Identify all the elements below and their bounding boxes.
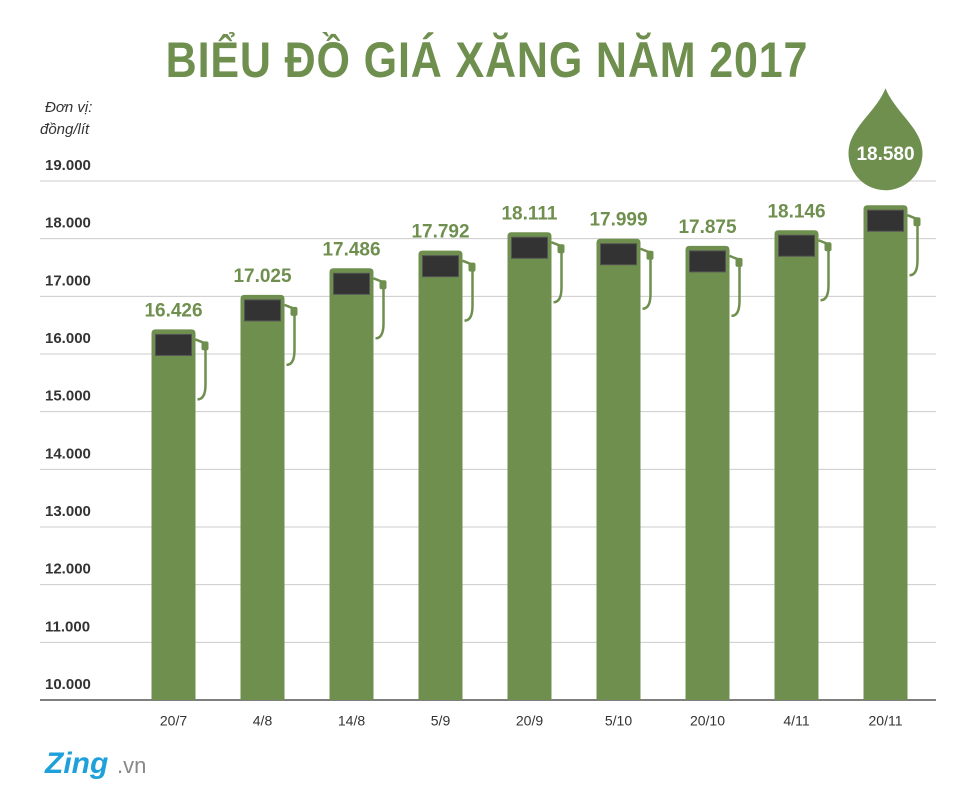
bar — [596, 238, 641, 700]
pump-hose — [551, 241, 563, 304]
pump-hose — [284, 303, 296, 367]
pump-hose — [729, 254, 741, 318]
pump-screen — [422, 255, 459, 278]
pump-nozzle — [290, 306, 298, 316]
pump-hose — [373, 277, 385, 340]
logo-domain: .vn — [117, 753, 146, 778]
bar — [240, 294, 285, 700]
y-tick-label: 17.000 — [45, 272, 91, 289]
x-tick-label: 4/8 — [253, 713, 273, 729]
pump-screen — [689, 250, 726, 273]
bar — [685, 245, 730, 700]
pump-hose — [640, 247, 652, 310]
pump-screen — [244, 299, 281, 322]
pump-nozzle — [201, 341, 209, 351]
pump-nozzle — [913, 217, 921, 227]
pump-screen — [333, 272, 370, 295]
pump-hose — [818, 239, 830, 302]
x-tick-label: 5/9 — [431, 713, 451, 729]
pump-hose — [462, 259, 474, 322]
value-label: 17.875 — [678, 217, 737, 238]
value-label: 18.111 — [501, 203, 557, 224]
bar — [329, 268, 374, 700]
x-tick-label: 20/9 — [516, 713, 543, 729]
x-tick-label: 14/8 — [338, 713, 365, 729]
x-tick-label: 4/11 — [783, 713, 809, 729]
y-tick-label: 19.000 — [45, 157, 91, 174]
y-tick-label: 12.000 — [45, 561, 91, 578]
pump-screen — [511, 236, 548, 259]
chart-title: BIỂU ĐỒ GIÁ XĂNG NĂM 2017 — [166, 32, 809, 88]
pump-screen — [155, 333, 192, 356]
value-label: 18.580 — [856, 144, 914, 165]
y-tick-label: 18.000 — [45, 215, 91, 232]
pump-nozzle — [557, 244, 565, 254]
value-label: 17.025 — [233, 266, 292, 287]
pump-nozzle — [468, 262, 476, 272]
pump-nozzle — [735, 257, 743, 267]
highlight-drop — [848, 88, 923, 191]
y-unit-label: Đơn vị: — [45, 99, 92, 116]
pump-nozzle — [646, 250, 654, 260]
pump-screen — [778, 234, 815, 257]
y-unit-label: đồng/lít — [40, 121, 90, 138]
y-tick-label: 16.000 — [45, 330, 91, 347]
pump-screen — [600, 243, 637, 266]
value-label: 16.426 — [144, 300, 202, 321]
pump-nozzle — [824, 242, 832, 252]
x-tick-label: 20/10 — [690, 713, 725, 729]
value-label: 17.792 — [411, 222, 469, 243]
bar — [507, 232, 552, 700]
value-label: 17.999 — [589, 210, 647, 231]
x-tick-label: 20/7 — [160, 713, 187, 729]
y-tick-label: 11.000 — [45, 618, 90, 635]
logo-brand: Zing — [44, 747, 108, 780]
pump-hose — [907, 214, 919, 277]
value-label: 17.486 — [322, 239, 380, 260]
y-tick-label: 13.000 — [45, 503, 91, 520]
pump-screen — [867, 209, 904, 232]
x-tick-label: 20/11 — [869, 713, 903, 729]
bar — [863, 205, 908, 700]
pump-nozzle — [379, 280, 387, 290]
logo: Zing .vn — [44, 747, 146, 780]
bar — [151, 329, 196, 700]
bar — [418, 250, 463, 701]
pump-hose — [195, 338, 207, 401]
y-tick-label: 14.000 — [45, 445, 91, 462]
value-label: 18.146 — [767, 201, 825, 222]
y-tick-label: 10.000 — [45, 676, 91, 693]
x-tick-label: 5/10 — [605, 713, 632, 729]
y-tick-label: 15.000 — [45, 388, 91, 405]
bar — [774, 230, 819, 701]
